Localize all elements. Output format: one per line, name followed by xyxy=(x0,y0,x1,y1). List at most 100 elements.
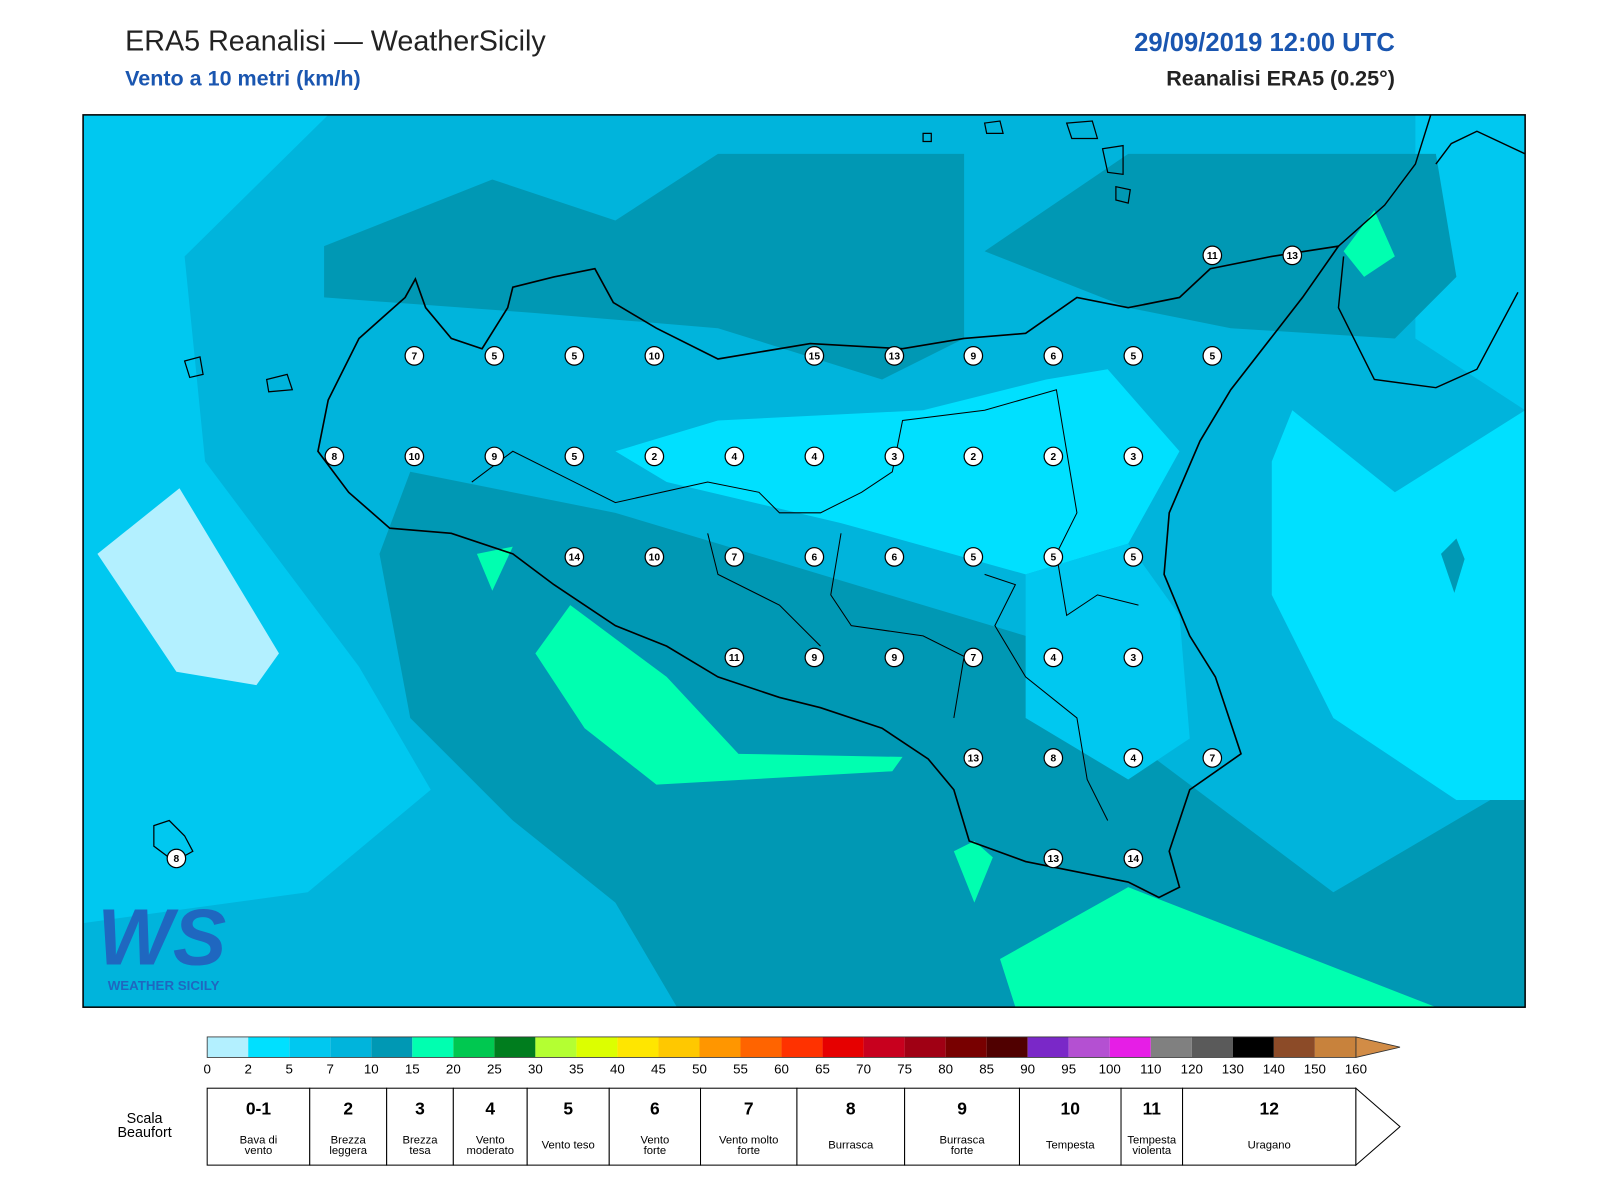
beaufort-desc: moderato xyxy=(466,1145,514,1157)
colorbar-segment xyxy=(781,1036,823,1058)
beaufort-box xyxy=(309,1087,388,1166)
station-value: 7 xyxy=(412,352,418,363)
station-value: 8 xyxy=(332,452,338,463)
station-value: 5 xyxy=(970,553,976,564)
station-value: 4 xyxy=(732,452,738,463)
station-value: 2 xyxy=(652,452,658,463)
beaufort-box xyxy=(904,1087,1020,1166)
beaufort-force: 11 xyxy=(1143,1098,1162,1118)
station-value: 5 xyxy=(1130,352,1136,363)
station-value: 6 xyxy=(1050,352,1056,363)
station-marker xyxy=(804,547,825,567)
colorbar-segment xyxy=(740,1036,782,1058)
colorbar-tick-label: 110 xyxy=(1140,1061,1161,1076)
station-value: 9 xyxy=(970,352,976,363)
wind-field xyxy=(324,153,965,380)
wind-field xyxy=(1343,210,1395,277)
station-marker xyxy=(404,346,425,366)
stations: 7 5 5 10 15 13 9 6 5 5 11 13 8 10 9 5 2 4 4 3 2 2 3 14 10 7 6 6 5 5 5 1… xyxy=(166,245,1303,869)
station-value: 9 xyxy=(892,653,898,664)
beaufort-desc: leggera xyxy=(329,1145,367,1157)
colorbar-tick-label: 40 xyxy=(610,1061,625,1076)
station-value: 3 xyxy=(1130,653,1136,664)
station-marker xyxy=(804,647,825,668)
logo-text: WEATHER SICILY xyxy=(108,978,220,993)
station-marker xyxy=(404,446,425,467)
station-value: 10 xyxy=(409,452,421,463)
beaufort-force: 6 xyxy=(650,1098,660,1118)
colorbar-tick-label: 0 xyxy=(203,1061,210,1076)
wind-field xyxy=(1025,543,1190,780)
station-marker xyxy=(564,446,585,467)
logo-mark: WS xyxy=(97,893,226,982)
beaufort-box xyxy=(1182,1087,1357,1166)
station-marker xyxy=(1282,245,1303,266)
colorbar-segment xyxy=(1273,1036,1315,1058)
station-marker xyxy=(644,446,665,467)
colorbar-segment xyxy=(494,1036,536,1058)
colorbar-segment xyxy=(371,1036,413,1058)
beaufort-force: 0-1 xyxy=(246,1098,271,1118)
colorbar-tick-label: 95 xyxy=(1061,1061,1076,1076)
datetime: 29/09/2019 12:00 UTC xyxy=(1134,29,1395,57)
colorbar-tick-label: 130 xyxy=(1222,1061,1244,1076)
station-marker xyxy=(324,446,345,467)
station-value: 4 xyxy=(1130,754,1136,765)
station-marker xyxy=(166,848,187,869)
wind-field xyxy=(83,114,431,924)
colorbar-segment xyxy=(1027,1036,1069,1058)
station-marker xyxy=(724,647,745,668)
beaufort-box xyxy=(1018,1087,1122,1166)
station-value: 13 xyxy=(1048,854,1060,865)
colorbar-segment xyxy=(1109,1036,1151,1058)
colorbar-tick-label: 85 xyxy=(979,1061,994,1076)
colorbar-tick-label: 15 xyxy=(405,1061,420,1076)
beaufort-desc: tesa xyxy=(409,1145,431,1157)
colorbar-tick-label: 140 xyxy=(1263,1061,1285,1076)
wind-field xyxy=(1271,410,1526,800)
station-marker xyxy=(884,647,905,668)
station-marker xyxy=(1043,848,1064,869)
beaufort-box xyxy=(1120,1087,1184,1166)
station-marker xyxy=(564,346,585,366)
beaufort-desc: Bava di xyxy=(240,1134,278,1146)
beaufort-force: 4 xyxy=(485,1098,495,1118)
station-value: 3 xyxy=(1130,452,1136,463)
station-marker xyxy=(1123,848,1144,869)
station-marker xyxy=(963,748,984,768)
station-marker xyxy=(1043,547,1064,567)
beaufort-title: Beaufort xyxy=(117,1125,171,1141)
station-marker xyxy=(724,547,745,567)
station-value: 13 xyxy=(889,352,901,363)
beaufort-box xyxy=(452,1087,528,1166)
wind-field xyxy=(379,471,1526,1008)
station-value: 6 xyxy=(812,553,818,564)
station-value: 13 xyxy=(968,754,980,765)
station-marker xyxy=(484,346,505,366)
colorbar-segment xyxy=(699,1036,741,1058)
islands xyxy=(153,120,1131,863)
colorbar-tick-label: 5 xyxy=(286,1061,293,1076)
colorbar-tick-label: 100 xyxy=(1099,1061,1121,1076)
wind-field xyxy=(1415,114,1526,411)
colorbar-segment xyxy=(822,1036,864,1058)
beaufort-desc: forte xyxy=(951,1145,974,1157)
station-marker xyxy=(484,446,505,467)
colorbar-segment xyxy=(1232,1036,1274,1058)
station-marker xyxy=(1043,346,1064,366)
station-marker xyxy=(1123,446,1144,467)
colorbar-tick-label: 50 xyxy=(692,1061,707,1076)
colorbar-tick-label: 7 xyxy=(327,1061,334,1076)
subtitle: Vento a 10 metri (km/h) xyxy=(125,67,361,91)
province-borders xyxy=(471,389,1139,821)
station-value: 7 xyxy=(1209,754,1215,765)
colorbar-tick-label: 2 xyxy=(244,1061,251,1076)
station-value: 14 xyxy=(1128,854,1140,865)
station-value: 4 xyxy=(1050,653,1056,664)
station-value: 11 xyxy=(729,653,740,664)
colorbar-tick-label: 20 xyxy=(446,1061,461,1076)
colorbar-segment xyxy=(658,1036,700,1058)
wind-field xyxy=(984,153,1457,339)
